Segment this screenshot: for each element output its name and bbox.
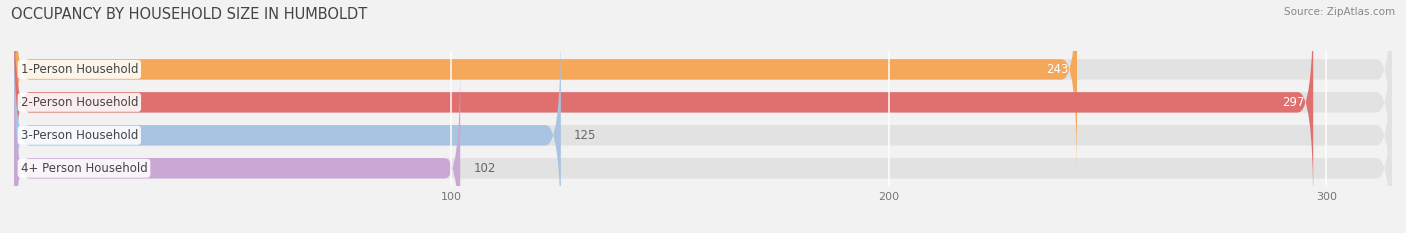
FancyBboxPatch shape [14,0,1077,175]
FancyBboxPatch shape [14,0,1392,208]
FancyBboxPatch shape [14,30,561,233]
Text: 125: 125 [574,129,596,142]
Text: 102: 102 [474,162,496,175]
FancyBboxPatch shape [14,63,460,233]
FancyBboxPatch shape [14,0,1392,175]
Text: Source: ZipAtlas.com: Source: ZipAtlas.com [1284,7,1395,17]
FancyBboxPatch shape [14,63,1392,233]
Text: OCCUPANCY BY HOUSEHOLD SIZE IN HUMBOLDT: OCCUPANCY BY HOUSEHOLD SIZE IN HUMBOLDT [11,7,367,22]
Text: 4+ Person Household: 4+ Person Household [21,162,148,175]
Text: 2-Person Household: 2-Person Household [21,96,138,109]
FancyBboxPatch shape [14,30,1392,233]
Text: 243: 243 [1046,63,1069,76]
Text: 3-Person Household: 3-Person Household [21,129,138,142]
Text: 297: 297 [1282,96,1305,109]
Text: 1-Person Household: 1-Person Household [21,63,138,76]
FancyBboxPatch shape [14,0,1313,208]
